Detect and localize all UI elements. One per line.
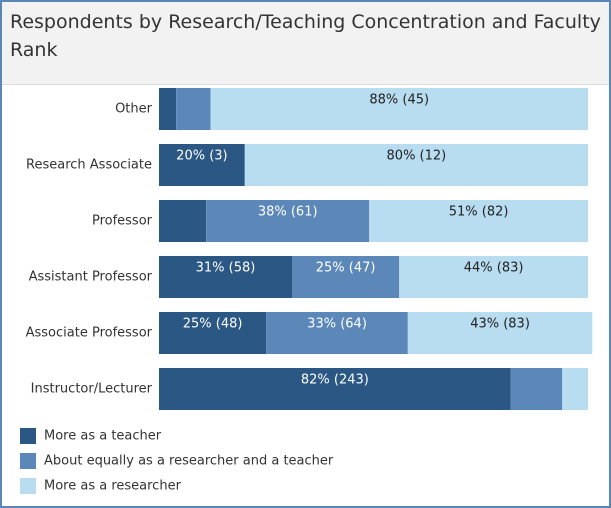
bar-segment: [159, 256, 292, 298]
y-tick-label: Research Associate: [26, 158, 152, 173]
legend-label: More as a teacher: [44, 429, 162, 444]
bar-segment: [510, 368, 563, 410]
y-tick-label: Other: [115, 102, 153, 117]
data-label: 82% (243): [301, 373, 369, 388]
data-label: 33% (64): [307, 317, 367, 332]
data-label: 88% (45): [369, 93, 429, 108]
data-label: 80% (12): [387, 149, 447, 164]
legend-swatch: [20, 453, 36, 469]
y-tick-label: Instructor/Lecturer: [31, 382, 153, 397]
bar-segment: [206, 200, 370, 242]
legend-swatch: [20, 478, 36, 494]
data-label: 43% (83): [470, 317, 530, 332]
bar-segment: [244, 144, 589, 186]
bar-segment: [291, 256, 400, 298]
legend-swatch: [20, 428, 36, 444]
y-tick-label: Associate Professor: [26, 326, 153, 341]
bar-segment: [176, 88, 211, 130]
bar-segment: [407, 312, 593, 354]
data-label: 20% (3): [176, 149, 227, 164]
data-label: 38% (61): [258, 205, 318, 220]
bar-segment: [159, 312, 267, 354]
data-label: 25% (47): [316, 261, 376, 276]
bar-segment: [159, 368, 511, 410]
chart-title: Respondents by Research/Teaching Concent…: [2, 2, 609, 85]
y-tick-label: Professor: [92, 214, 153, 229]
data-label: 31% (58): [196, 261, 256, 276]
legend-label: About equally as a researcher and a teac…: [44, 454, 334, 469]
bar-segment: [399, 256, 588, 298]
data-label: 44% (83): [464, 261, 524, 276]
data-label: 51% (82): [449, 205, 509, 220]
data-label: 25% (48): [183, 317, 243, 332]
bar-segment: [159, 88, 177, 130]
legend-label: More as a researcher: [44, 479, 182, 494]
bar-segment: [562, 368, 588, 410]
bar-segment: [159, 144, 245, 186]
y-tick-label: Assistant Professor: [29, 270, 153, 285]
bar-segment: [266, 312, 408, 354]
bar-segment: [210, 88, 589, 130]
bar-segment: [369, 200, 588, 242]
bar-segment: [159, 200, 207, 242]
